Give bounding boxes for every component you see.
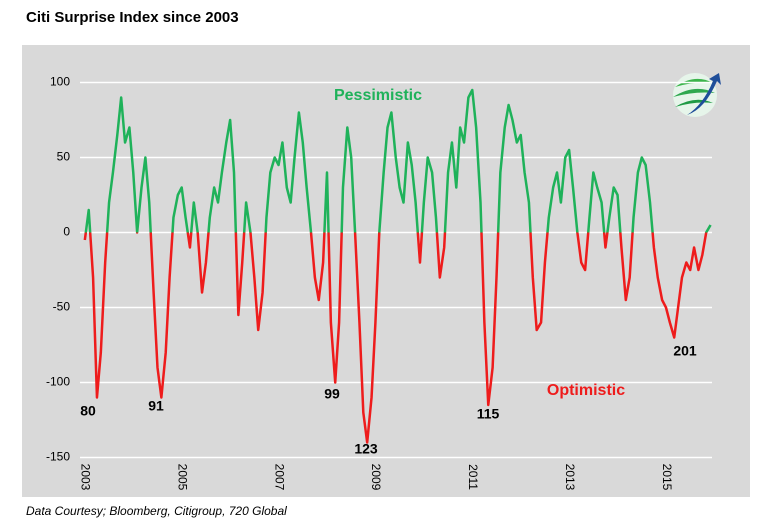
- y-tick-label: 0: [63, 225, 70, 239]
- x-tick-label: 2005: [176, 464, 190, 491]
- annotation: 80: [80, 403, 96, 419]
- annotation: 123: [354, 441, 378, 457]
- chart-title: Citi Surprise Index since 2003: [26, 9, 239, 26]
- y-tick-label: 50: [57, 150, 71, 164]
- annotation: Optimistic: [547, 382, 625, 399]
- annotation: 115: [477, 406, 500, 422]
- annotation: Pessimistic: [334, 87, 422, 104]
- y-tick-label: -50: [53, 300, 71, 314]
- plot-background: [22, 45, 750, 497]
- annotation: 91: [148, 398, 164, 414]
- annotation: 201: [673, 343, 697, 359]
- x-tick-label: 2015: [660, 464, 674, 491]
- y-tick-label: -150: [46, 450, 70, 464]
- annotation: 99: [324, 386, 340, 402]
- x-tick-label: 2013: [563, 464, 577, 491]
- y-tick-label: 100: [50, 75, 70, 89]
- logo: [673, 73, 721, 117]
- index-line: [83, 232, 708, 444]
- x-tick-label: 2003: [79, 464, 93, 491]
- y-tick-label: -100: [46, 375, 70, 389]
- source-note: Data Courtesy; Bloomberg, Citigroup, 720…: [26, 504, 287, 518]
- x-tick-label: 2009: [369, 464, 383, 491]
- index-line: [84, 88, 712, 233]
- logo-swoosh: [673, 88, 715, 97]
- x-tick-label: 2007: [272, 464, 286, 491]
- logo-arrow: [687, 73, 721, 115]
- x-tick-label: 2011: [466, 464, 480, 490]
